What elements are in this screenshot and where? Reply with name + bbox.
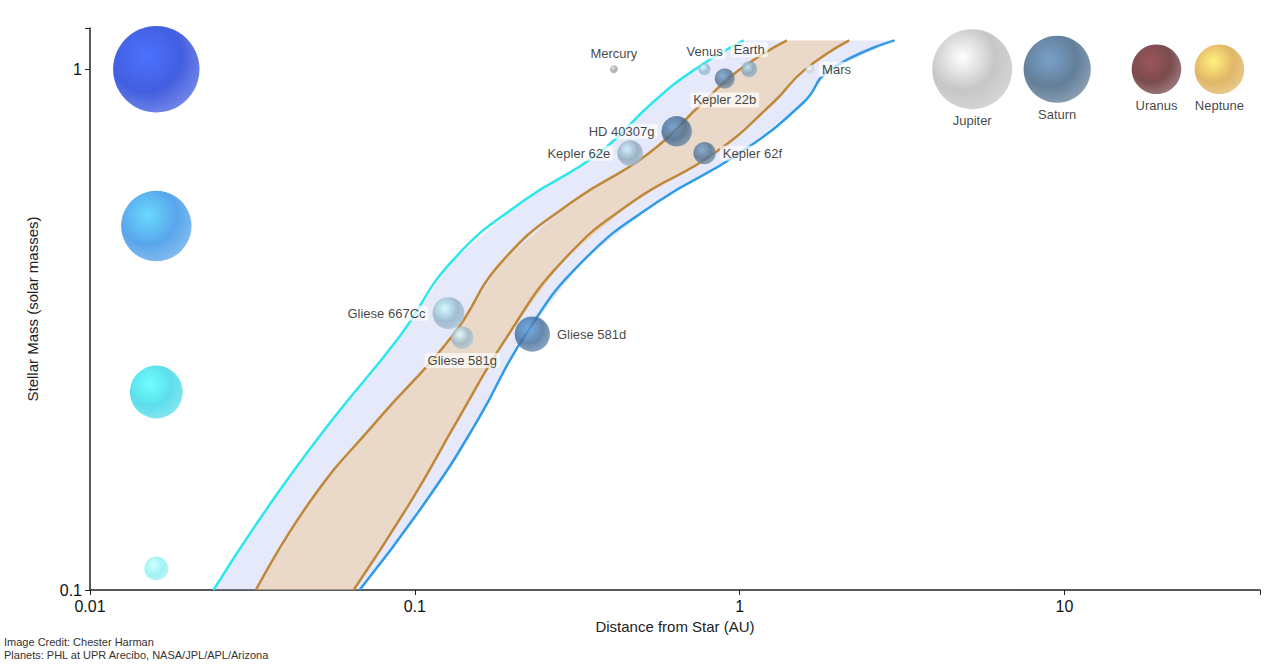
svg-text:Kepler 22b: Kepler 22b <box>693 92 756 107</box>
svg-text:Uranus: Uranus <box>1136 98 1178 113</box>
svg-text:Gliese 581d: Gliese 581d <box>557 327 626 342</box>
svg-text:Jupiter: Jupiter <box>953 113 993 128</box>
svg-text:Kepler 62f: Kepler 62f <box>723 146 783 161</box>
svg-text:1: 1 <box>735 598 744 615</box>
svg-text:Mars: Mars <box>822 62 851 77</box>
svg-text:Kepler 62e: Kepler 62e <box>547 146 610 161</box>
svg-text:Planets: PHL at UPR Arecibo, N: Planets: PHL at UPR Arecibo, NASA/JPL/AP… <box>4 649 269 661</box>
svg-text:Mercury: Mercury <box>590 46 637 61</box>
svg-text:HD 40307g: HD 40307g <box>589 124 655 139</box>
svg-text:Venus: Venus <box>687 44 724 59</box>
svg-text:Distance from Star (AU): Distance from Star (AU) <box>595 618 754 635</box>
svg-text:0.1: 0.1 <box>60 582 82 599</box>
svg-text:0.01: 0.01 <box>74 598 105 615</box>
svg-text:Neptune: Neptune <box>1195 98 1244 113</box>
svg-text:Image Credit: Chester Harman: Image Credit: Chester Harman <box>4 636 154 648</box>
svg-text:Stellar Mass (solar masses): Stellar Mass (solar masses) <box>24 216 41 401</box>
svg-text:Saturn: Saturn <box>1038 107 1076 122</box>
svg-text:1: 1 <box>73 61 82 78</box>
svg-text:Gliese 581g: Gliese 581g <box>428 353 497 368</box>
svg-text:0.1: 0.1 <box>404 598 426 615</box>
svg-text:Gliese 667Cc: Gliese 667Cc <box>347 306 426 321</box>
svg-text:10: 10 <box>1056 598 1074 615</box>
svg-text:Earth: Earth <box>734 42 765 57</box>
